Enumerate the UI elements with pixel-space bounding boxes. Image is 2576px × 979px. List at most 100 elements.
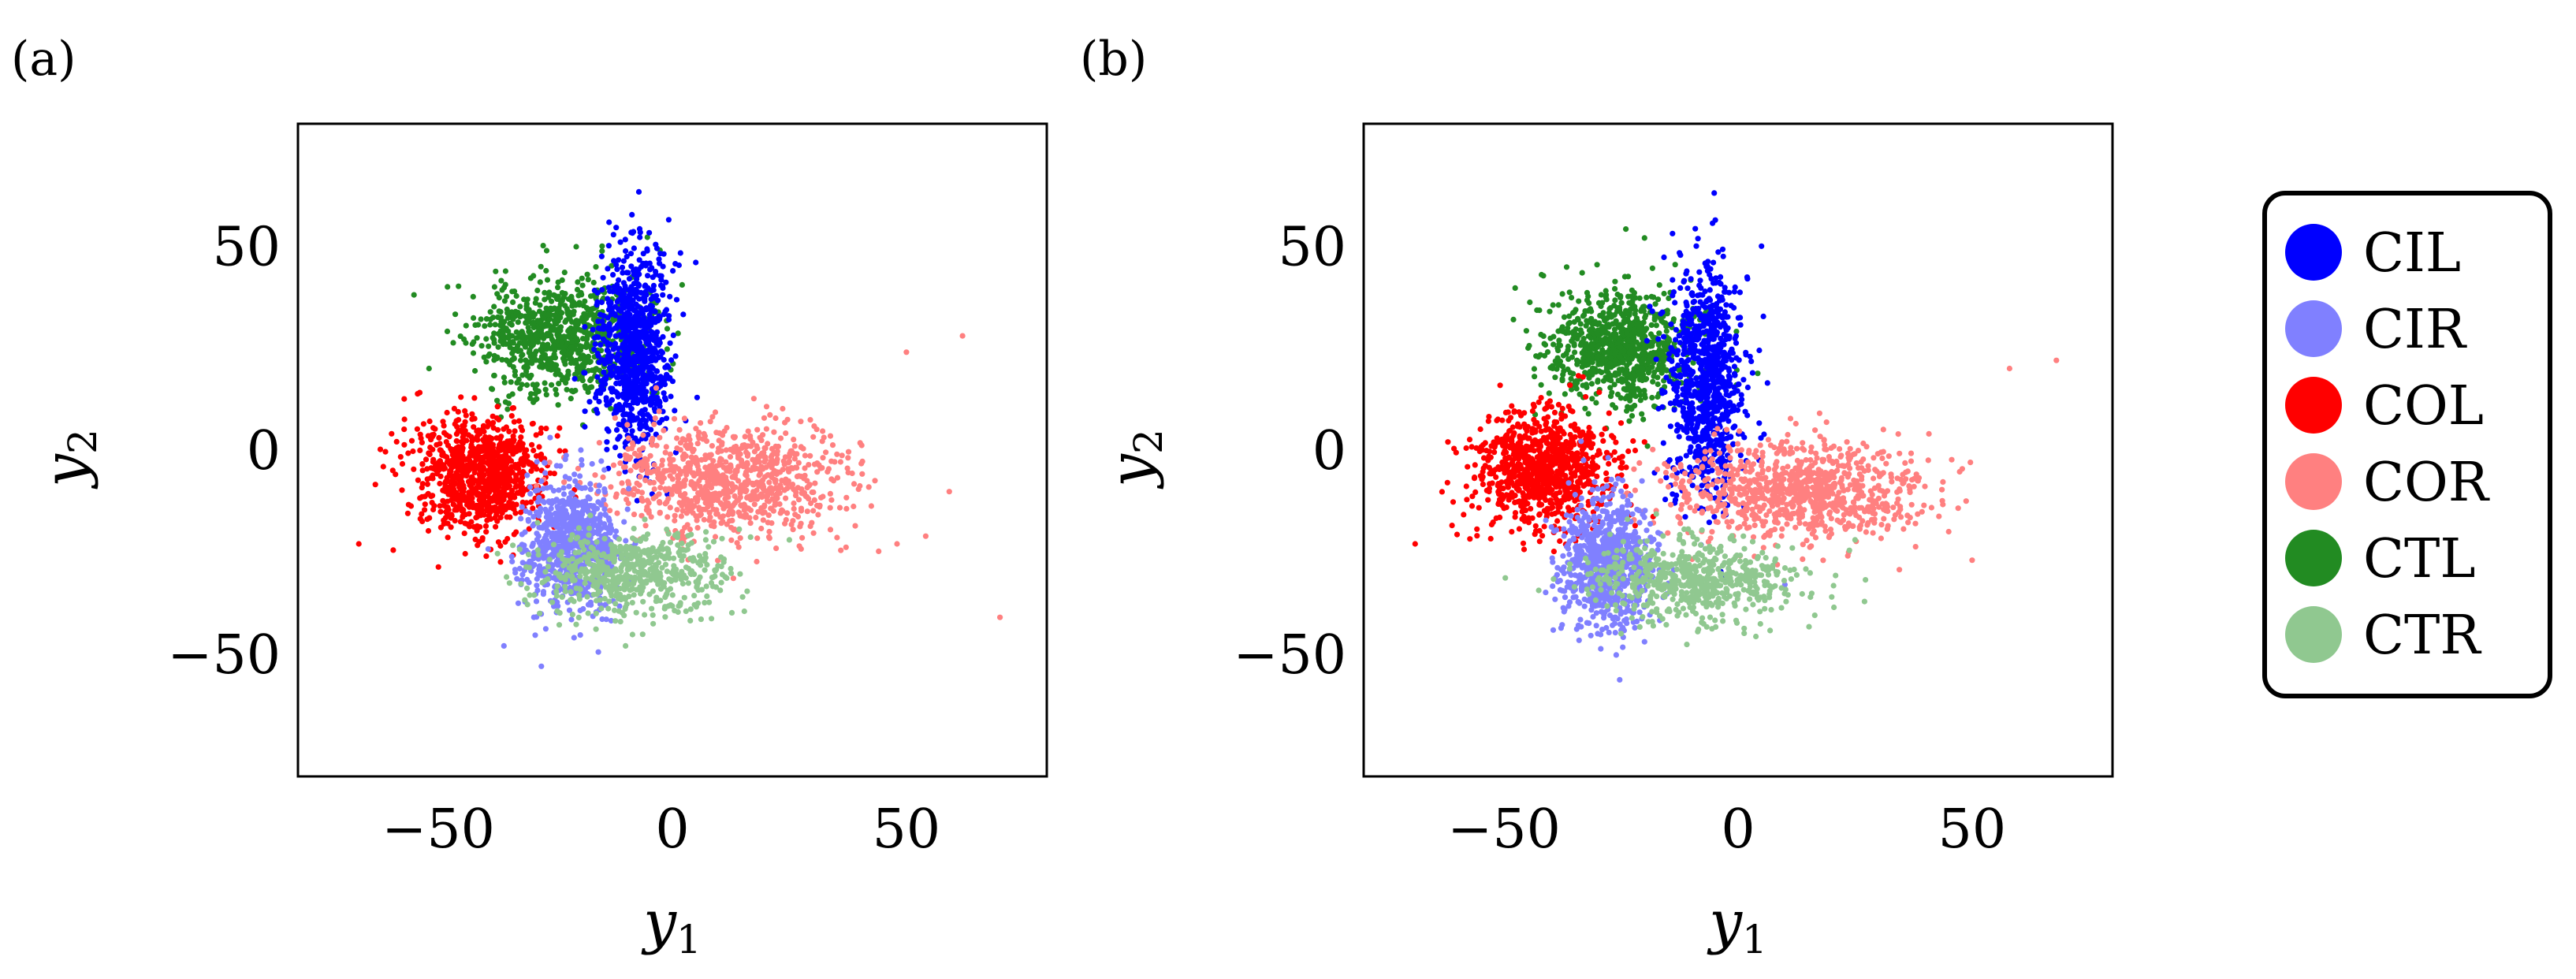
point [712,409,719,415]
point [530,420,536,426]
point [424,466,430,472]
point [665,486,672,492]
point [662,449,668,456]
point [630,338,637,344]
point [596,398,602,405]
point [585,277,591,283]
point [636,447,643,453]
point [478,316,484,322]
point [736,526,743,533]
point [487,463,493,469]
point [766,479,772,486]
point [653,549,660,556]
point [663,444,669,450]
point [827,490,833,497]
point [653,357,659,363]
point [445,520,451,527]
point [807,452,813,459]
point [530,447,537,454]
point [672,353,679,359]
point [460,463,467,469]
point [661,556,668,562]
point [518,357,524,363]
point [464,499,471,505]
point [503,456,509,462]
point [593,554,599,560]
point [620,305,626,311]
point [760,517,766,523]
point [694,496,701,503]
point [731,434,739,440]
point [691,571,697,577]
point [445,284,451,290]
point [618,564,624,571]
point [739,459,745,465]
point [598,357,605,363]
point [466,491,472,497]
point [422,501,428,508]
point [575,326,583,333]
point [742,488,748,494]
point [516,565,523,572]
point [497,338,504,344]
point [639,376,646,382]
point [430,446,436,452]
point [571,598,577,605]
point [626,594,632,600]
point [538,478,545,485]
point [426,365,432,372]
point [627,293,633,300]
point [728,537,735,543]
point [523,547,530,553]
point [724,490,730,497]
point [751,501,758,508]
point [553,593,560,599]
point [508,553,515,560]
point [549,382,555,388]
point [518,481,524,487]
panel-label: (a) [11,32,76,87]
point [512,494,518,501]
point [653,241,659,248]
point [399,460,406,467]
series-cor [534,333,1003,620]
point [843,494,850,501]
point [616,471,623,477]
point [711,519,717,526]
point [643,578,650,584]
point [745,477,751,483]
point [488,469,494,475]
point [851,481,858,487]
point [657,434,663,441]
point [569,491,575,497]
point [666,576,672,583]
point [597,341,604,348]
point [537,279,543,285]
point [457,486,463,493]
point [510,364,516,370]
point [557,297,564,303]
point [742,434,748,440]
point [642,612,648,618]
point [495,344,501,350]
point [648,296,654,303]
point [600,563,606,569]
point [643,507,650,513]
point [471,395,478,401]
point [663,307,670,313]
point [426,450,432,456]
point [806,482,812,489]
point [724,467,730,474]
point [490,334,496,341]
point [823,449,829,456]
point [485,493,491,500]
point [594,410,601,416]
point [614,548,620,554]
point [815,512,821,518]
point [798,490,805,497]
point [656,408,662,415]
point [659,349,666,355]
point [534,382,540,388]
point [556,487,562,493]
point [542,568,549,575]
